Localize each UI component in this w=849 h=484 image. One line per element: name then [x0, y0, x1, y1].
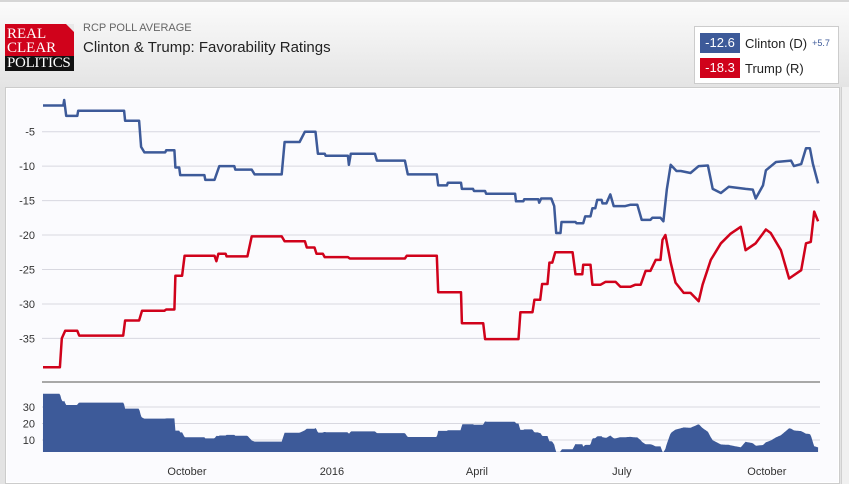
legend-name: Clinton (D) [745, 35, 808, 51]
series-line-clinton[interactable] [43, 98, 820, 235]
logo-line: REAL [7, 26, 47, 42]
logo-line: CLEAR [7, 40, 57, 56]
spread-y-tick-label: 30 [23, 402, 35, 414]
chart-header: REAL CLEAR POLITICS RCP POLL AVERAGE Cli… [0, 0, 849, 87]
spread-y-tick-label: 20 [23, 419, 35, 431]
y-tick-label: -35 [19, 333, 35, 345]
y-tick-label: -15 [19, 196, 35, 208]
x-tick-label: July [612, 466, 632, 478]
series-line-trump[interactable] [43, 210, 820, 369]
legend-value: -12.6 [700, 33, 740, 53]
chart-title: Clinton & Trump: Favorability Ratings [83, 39, 331, 56]
legend-name: Trump (R) [745, 60, 804, 76]
x-tick-label: October [167, 466, 206, 478]
y-tick-label: -10 [19, 161, 35, 173]
y-tick-label: -5 [25, 127, 35, 139]
logo-line: POLITICS [5, 56, 74, 71]
y-tick-label: -30 [19, 299, 35, 311]
logo-red-block: REAL CLEAR [5, 24, 74, 56]
rcp-logo[interactable]: REAL CLEAR POLITICS [5, 24, 74, 71]
y-tick-label: -20 [19, 230, 35, 242]
legend-item-trump[interactable]: -18.3 Trump (R) [700, 58, 804, 78]
legend-item-clinton[interactable]: -12.6 Clinton (D) +5.7 [700, 33, 830, 53]
spread-area [42, 393, 819, 452]
legend: -12.6 Clinton (D) +5.7 -18.3 Trump (R) [694, 26, 839, 84]
spread-y-tick-label: 10 [23, 435, 35, 447]
x-tick-label: April [466, 466, 488, 478]
scrollbar[interactable] [841, 87, 849, 484]
x-tick-label: 2016 [320, 466, 344, 478]
legend-value: -18.3 [700, 58, 740, 78]
y-tick-label: -25 [19, 265, 35, 277]
legend-change: +5.7 [812, 38, 830, 48]
chart-kicker: RCP POLL AVERAGE [83, 22, 192, 34]
x-tick-label: October [747, 466, 786, 478]
